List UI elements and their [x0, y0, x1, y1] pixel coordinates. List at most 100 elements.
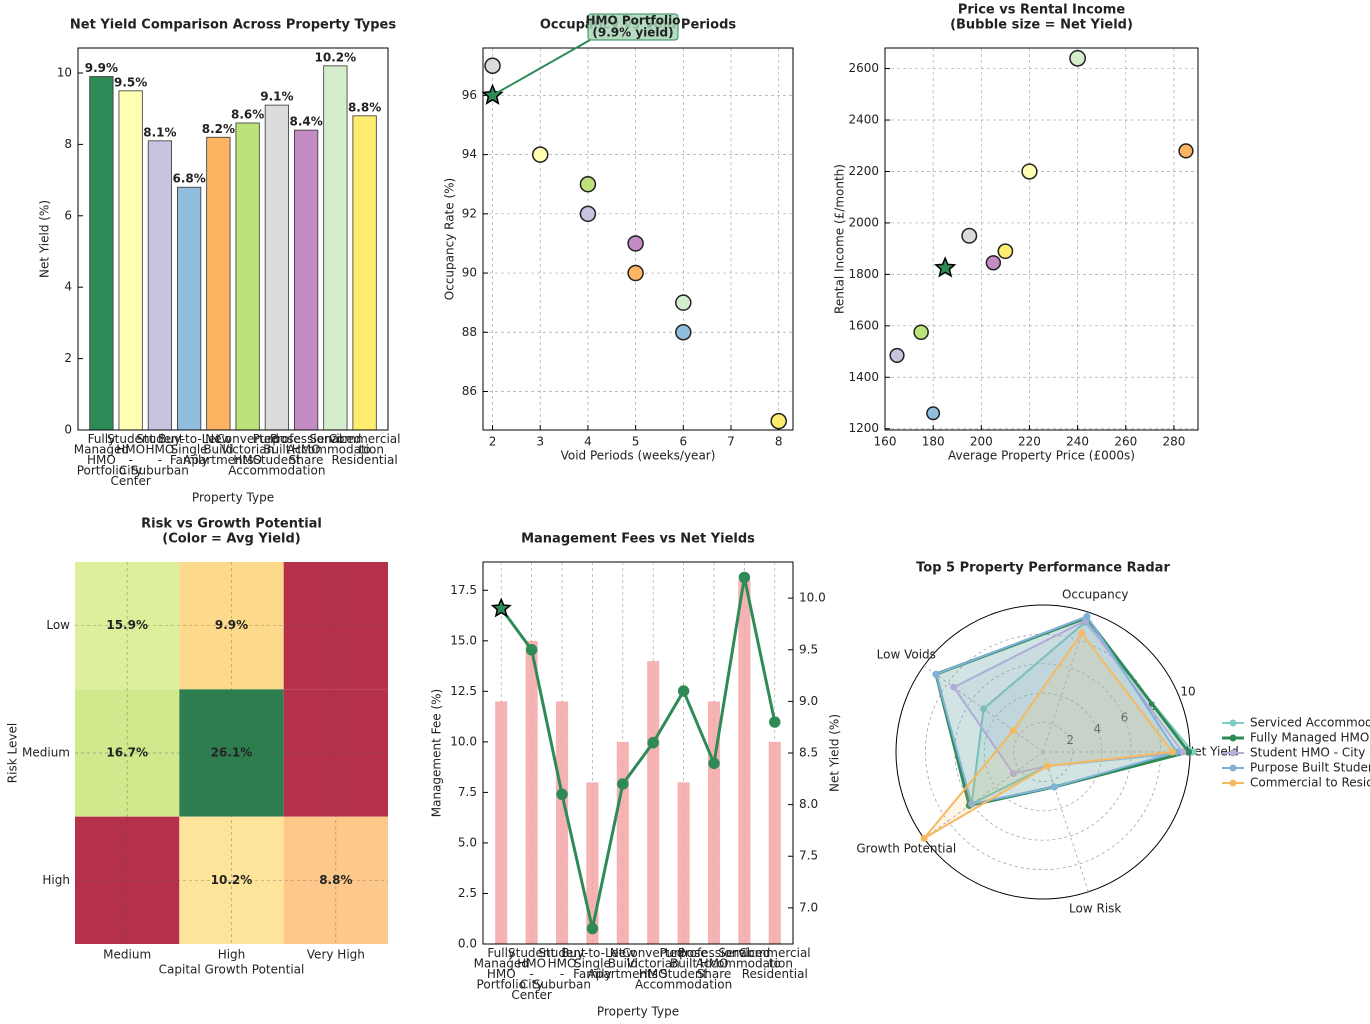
y-tick-label: 12.5: [450, 684, 477, 698]
plot-frame: [482, 561, 794, 945]
bar: [738, 580, 751, 944]
y-tick-label: 2200: [848, 164, 879, 178]
x-tick-label: Fully Managed HMO Portfolio: [74, 432, 129, 478]
x-tick-label: 260: [1114, 435, 1137, 449]
x-tick-label: 6: [679, 435, 687, 449]
bar: [177, 186, 202, 431]
legend-label: Purpose Built Studen: [1250, 761, 1370, 775]
data-point: [1083, 612, 1091, 620]
value-label: 8.2%: [202, 122, 235, 136]
data-point: [708, 757, 720, 770]
y-tick-label: 10: [57, 65, 72, 79]
y-tick-label: 94: [462, 147, 477, 161]
plot-frame: [884, 47, 1199, 431]
x-tick-label: 240: [1066, 435, 1089, 449]
data-point: [677, 685, 690, 697]
x-tick-label: New Build Apartments: [588, 946, 658, 981]
x-tick-label: High: [218, 948, 246, 962]
r-tick-label: 6: [1121, 711, 1129, 725]
x-tick-label: Converted Victorian HMO: [216, 432, 278, 467]
x-tick-label: Student HMO -Suburban: [131, 432, 189, 478]
axis-label: Occupancy: [1062, 588, 1129, 602]
data-point: [525, 644, 538, 656]
x-tick-label: Fully Managed HMO Portfolio: [474, 946, 529, 992]
data-point: [1178, 143, 1194, 159]
data-point: [1078, 629, 1086, 637]
data-point: [1168, 748, 1176, 756]
r-tick-label: 10: [1180, 684, 1195, 698]
radar-spoke: [1042, 751, 1089, 892]
y-tick-label: 0.0: [458, 937, 477, 951]
chart-title: Management Fees vs Net Yields: [521, 532, 755, 547]
line: [500, 577, 777, 929]
data-point: [675, 294, 692, 311]
data-point: [579, 205, 597, 223]
axis-label: Low Risk: [1069, 901, 1121, 915]
x-tick-label: Student HMO -Suburban: [533, 946, 591, 992]
y-tick-label: 90: [462, 266, 477, 280]
data-point: [490, 597, 512, 618]
value-label: 8.6%: [231, 107, 264, 121]
y-axis-label: Management Fee (%): [430, 689, 444, 817]
legend-label: Serviced Accommodati: [1250, 716, 1370, 730]
legend-marker: [1229, 779, 1237, 787]
data-point: [1009, 770, 1017, 778]
chart-subtitle: (Bubble size = Net Yield): [950, 18, 1133, 33]
y-tick-label: 2: [64, 351, 72, 365]
y-tick-label: 5.0: [458, 835, 477, 849]
r-tick-label: 8: [1148, 699, 1156, 713]
chart-subtitle: (Color = Avg Yield): [162, 532, 300, 547]
x-axis-label: Property Type: [192, 491, 274, 505]
bar: [206, 136, 231, 431]
x-tick-label: Very High: [307, 948, 365, 962]
y-tick-label: 2600: [848, 61, 879, 75]
y2-axis-label: Net Yield (%): [828, 714, 842, 792]
data-point: [531, 146, 549, 163]
y-tick-label: 17.5: [450, 583, 477, 597]
bar: [586, 782, 599, 944]
value-label: 16.7%: [106, 746, 148, 760]
x-tick-label: Buy-to-Let Single Family: [561, 946, 624, 981]
data-point: [617, 778, 629, 790]
y-tick-label: 1200: [848, 421, 879, 435]
x-tick-label: 160: [874, 435, 897, 449]
data-point: [1044, 762, 1052, 770]
x-tick-label: Student HMO -City Center: [107, 432, 155, 488]
y-tick-label: Medium: [22, 746, 70, 760]
y-tick-label: 88: [462, 325, 477, 339]
legend-marker: [1229, 734, 1237, 742]
bar: [768, 741, 781, 944]
bar: [495, 701, 508, 944]
data-point: [675, 324, 692, 341]
data-point: [926, 406, 941, 421]
y-tick-label: 15.0: [450, 633, 477, 647]
x-tick-label: Professional HMO Share: [678, 946, 750, 981]
data-point: [556, 788, 568, 801]
x-tick-label: 5: [632, 435, 640, 449]
data-point: [647, 736, 659, 749]
value-label: 8.8%: [319, 873, 352, 887]
axis-label: Low Voids: [877, 648, 936, 662]
x-tick-label: 8: [775, 435, 783, 449]
data-point: [913, 324, 929, 341]
x-tick-label: Medium: [103, 948, 151, 962]
data-point: [1179, 748, 1187, 756]
x-tick-label: Converted Victorian HMO: [622, 946, 684, 981]
y-tick-label: 9.0: [799, 694, 818, 708]
y-tick-label: 0: [64, 423, 72, 437]
data-point: [769, 716, 781, 728]
y-tick-label: High: [42, 873, 70, 887]
value-label: 9.1%: [260, 90, 293, 104]
y-tick-label: 10.0: [799, 591, 826, 605]
value-label: 9.9%: [215, 618, 248, 632]
data-point: [484, 57, 501, 75]
grid-line: [983, 692, 1103, 812]
y-tick-label: 2000: [848, 215, 879, 229]
data-point: [627, 264, 644, 282]
value-label: 8.4%: [289, 115, 322, 129]
data-point: [889, 347, 905, 363]
bar: [235, 122, 260, 431]
x-tick-label: 220: [1018, 435, 1041, 449]
plot-frame: [482, 47, 794, 431]
y-tick-label: 1600: [848, 318, 879, 332]
